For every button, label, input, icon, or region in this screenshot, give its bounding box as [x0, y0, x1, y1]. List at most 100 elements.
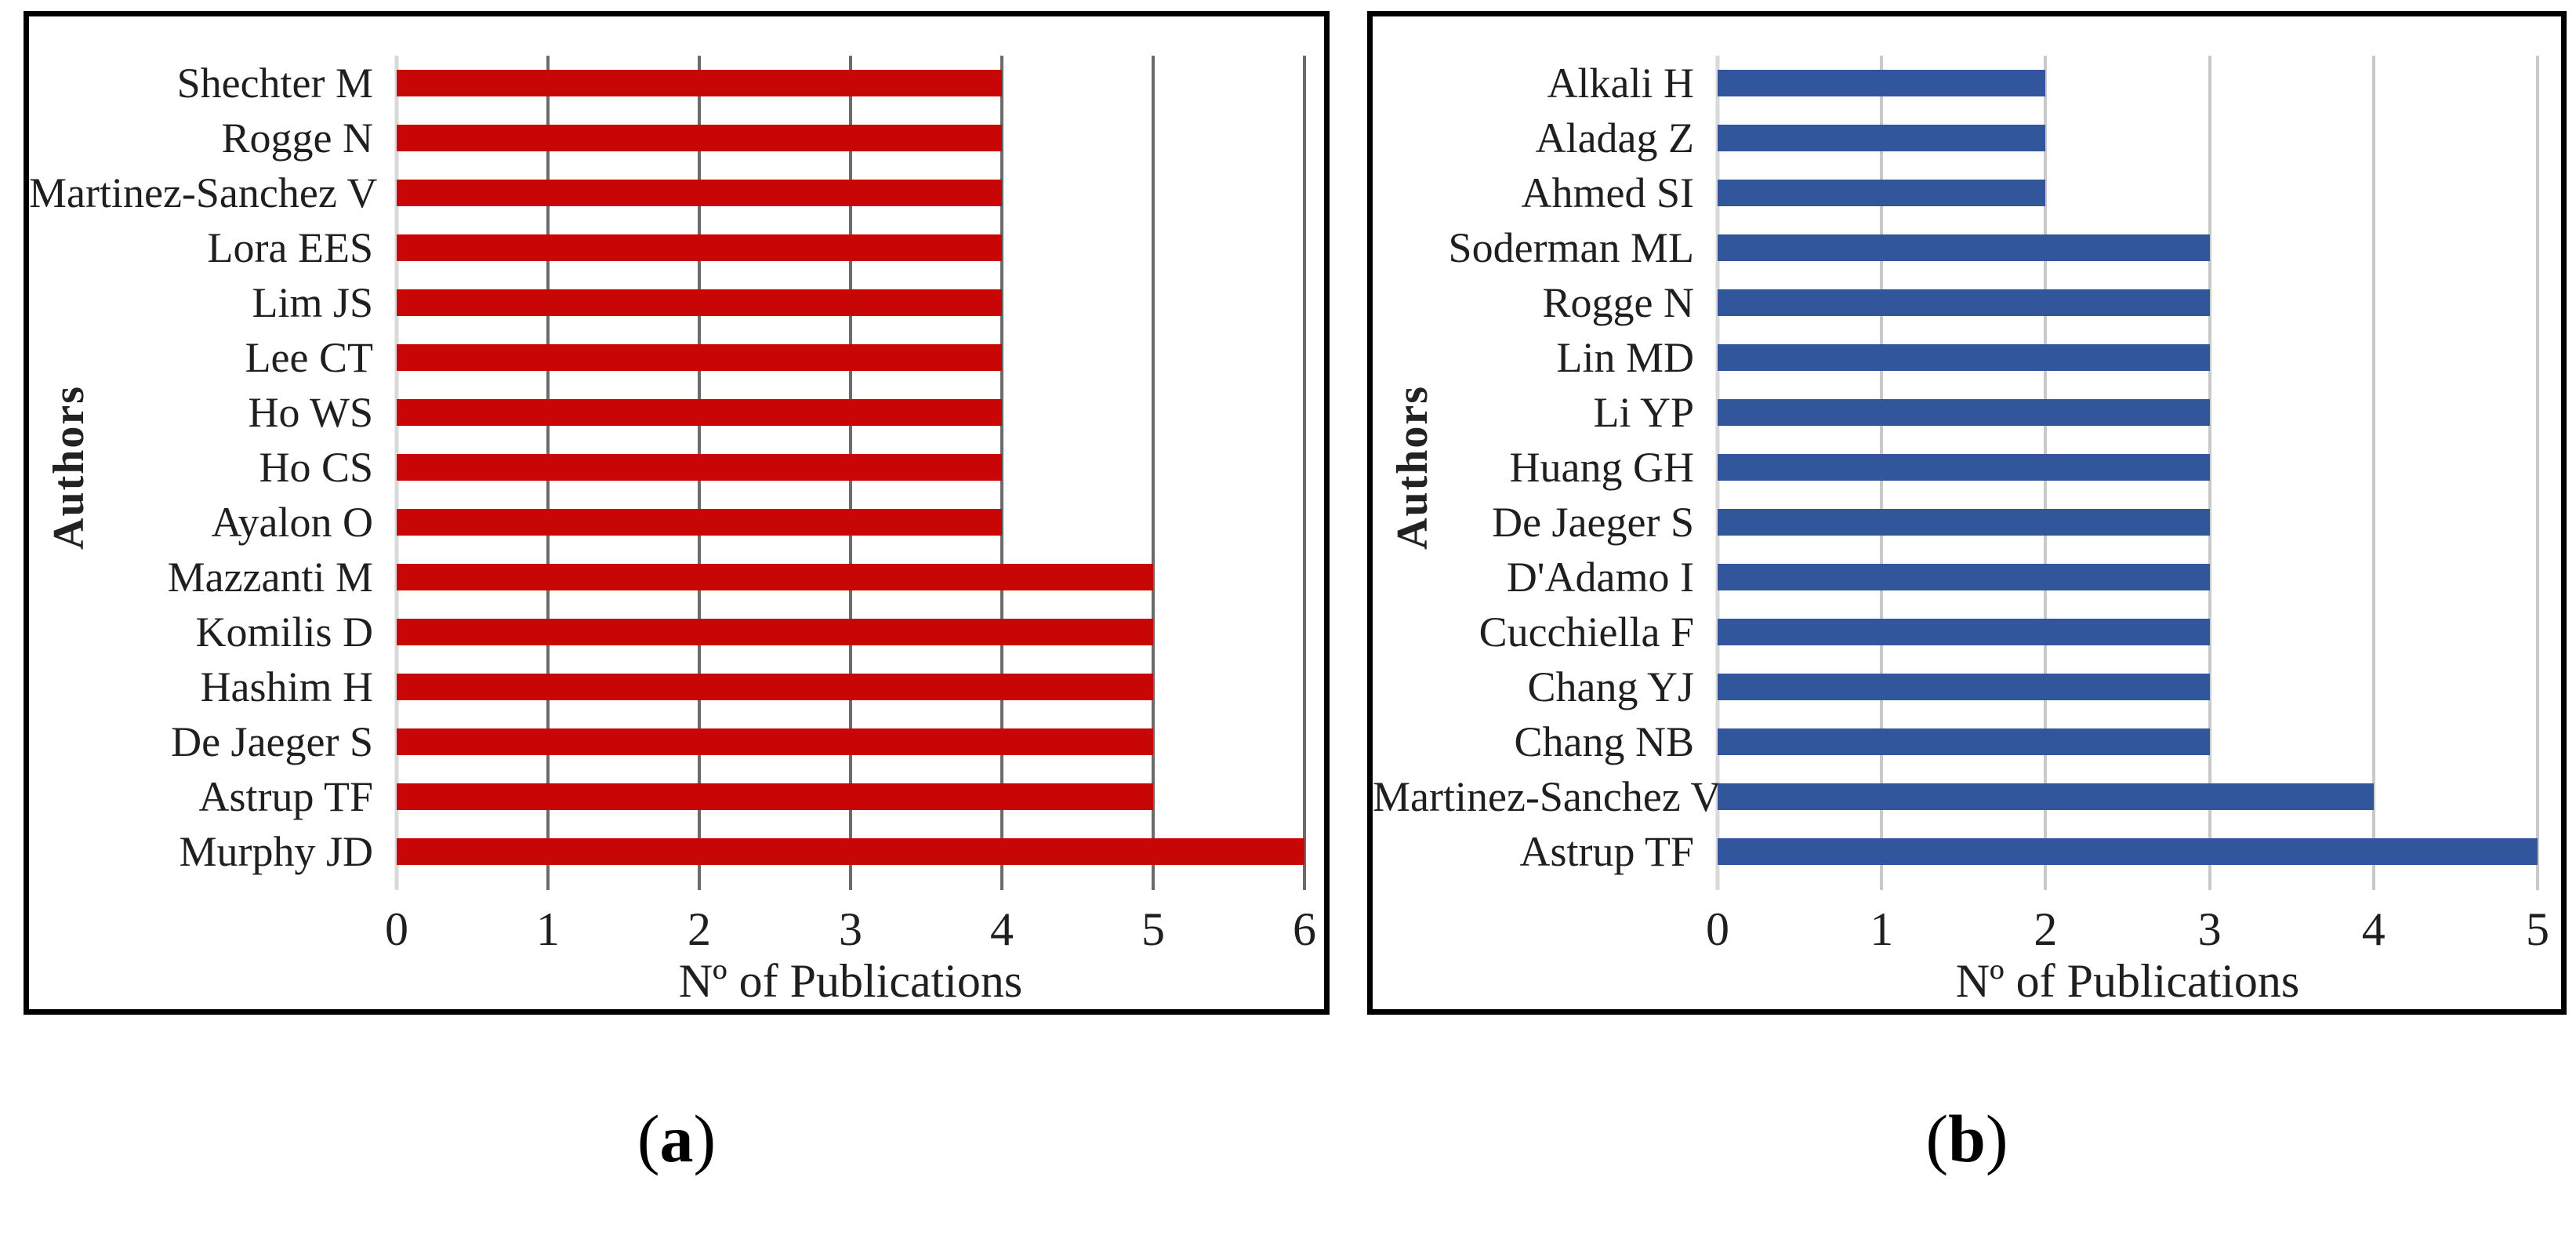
bar	[397, 509, 1002, 536]
bar	[1718, 125, 2046, 151]
caption-open-paren: (	[1925, 1101, 1949, 1176]
x-tick-label: 3	[839, 903, 862, 955]
author-label: Aladag Z	[1535, 114, 1694, 162]
author-label: Rogge N	[1542, 279, 1694, 326]
author-label: Lim JS	[252, 279, 373, 326]
plot-area: Alkali H Aladag Z Ahmed SI Soderman ML Rogge…	[1373, 56, 2539, 890]
bar-row: De Jaeger S	[1492, 495, 2538, 550]
bar-row: Komilis D	[195, 605, 1304, 659]
caption-close-paren: )	[1985, 1101, 2008, 1176]
author-label: Rogge N	[221, 114, 373, 162]
x-tick-label: 4	[990, 903, 1014, 955]
caption-b: (b)	[1367, 1099, 2567, 1193]
bar	[397, 728, 1153, 755]
author-label: Shechter M	[176, 60, 373, 107]
bar-row: Martinez-Sanchez V	[29, 165, 1304, 220]
bar-row: Shechter M	[177, 56, 1304, 111]
bar-row: Ho CS	[259, 440, 1304, 495]
x-tick-label: 3	[2197, 903, 2222, 955]
x-tick-label: 6	[1293, 903, 1316, 955]
bar	[397, 344, 1002, 371]
bar-row: Soderman ML	[1449, 220, 2538, 275]
bar	[397, 674, 1153, 700]
author-label: Chang NB	[1514, 718, 1695, 765]
author-label: Ahmed SI	[1521, 169, 1694, 216]
author-label: Lin MD	[1556, 334, 1695, 381]
bar	[397, 454, 1002, 481]
author-label: Soderman ML	[1448, 224, 1694, 271]
gridline	[2536, 56, 2539, 890]
bar-row: Ahmed SI	[1522, 165, 2538, 220]
bar	[1718, 728, 2210, 755]
gridline	[1303, 56, 1306, 890]
author-label: Chang YJ	[1527, 663, 1695, 710]
bar-row: Martinez-Sanchez V	[1373, 769, 2538, 824]
bar-row: Astrup TF	[1519, 824, 2538, 879]
author-label: Ho CS	[259, 444, 373, 491]
x-tick-label: 2	[2034, 903, 2058, 955]
bar	[397, 180, 1002, 206]
x-tick-label: 5	[2526, 903, 2549, 955]
author-label: Ho WS	[248, 389, 373, 436]
caption-open-paren: (	[637, 1101, 660, 1176]
x-tick-label: 4	[2361, 903, 2386, 955]
author-label: Huang GH	[1509, 444, 1694, 491]
bar-row: Huang GH	[1510, 440, 2538, 495]
bar	[1718, 70, 2046, 96]
x-axis-title: Nº of Publications	[1955, 955, 2300, 1007]
bar	[397, 783, 1153, 810]
bar	[1718, 783, 2374, 810]
author-label: De Jaeger S	[1492, 499, 1694, 546]
x-tick-label: 0	[385, 903, 408, 955]
bar-row: Lin MD	[1557, 330, 2538, 385]
x-axis-title: Nº of Publications	[678, 955, 1023, 1007]
x-tick-label: 1	[1870, 903, 1894, 955]
bar	[1718, 234, 2210, 261]
bar-row: Aladag Z	[1536, 111, 2538, 165]
bar	[397, 399, 1002, 426]
bar-row: Chang YJ	[1528, 659, 2538, 714]
author-label: Mazzanti M	[167, 554, 373, 601]
bar-row: De Jaeger S	[171, 714, 1304, 769]
gridline	[2208, 56, 2211, 890]
author-label: Li YP	[1593, 389, 1694, 436]
bar	[397, 619, 1153, 645]
author-label: De Jaeger S	[171, 718, 373, 765]
bar	[397, 70, 1002, 96]
bar-row: Murphy JD	[179, 824, 1304, 879]
bar-row: Li YP	[1593, 385, 2538, 440]
bar	[1718, 454, 2210, 481]
caption-a: (a)	[24, 1099, 1330, 1193]
bar	[397, 289, 1002, 316]
author-label: Lora EES	[207, 224, 373, 271]
x-tick-label: 0	[1706, 903, 1729, 955]
author-label: Lee CT	[245, 334, 373, 381]
bar-row: Lee CT	[245, 330, 1304, 385]
bar	[397, 234, 1002, 261]
author-label: Martinez-Sanchez V	[29, 169, 378, 216]
bar-row: Ho WS	[248, 385, 1304, 440]
author-label: D'Adamo I	[1506, 554, 1694, 601]
bar	[1718, 180, 2046, 206]
x-axis-ticks: 0 1 2 3 4 5	[1706, 895, 2549, 955]
gridline	[1000, 56, 1003, 890]
bar	[1718, 509, 2210, 536]
bar-row: D'Adamo I	[1507, 550, 2538, 605]
bar	[1718, 674, 2210, 700]
bar	[397, 564, 1153, 590]
chart-panel-a: Authors Shechter M Rogge N Martinez-Sanche…	[24, 11, 1330, 1015]
author-label: Hashim H	[200, 663, 373, 710]
gridline	[1152, 56, 1155, 890]
author-label: Alkali H	[1547, 60, 1694, 107]
bar-row: Alkali H	[1547, 56, 2538, 111]
bar-row: Lora EES	[208, 220, 1304, 275]
bar-row: Hashim H	[201, 659, 1304, 714]
bar-row: Ayalon O	[211, 495, 1304, 550]
bar-rows: Shechter M Rogge N Martinez-Sanchez V Lora …	[29, 56, 1304, 879]
author-label: Komilis D	[195, 609, 373, 656]
bar	[1718, 564, 2210, 590]
x-tick-label: 1	[536, 903, 560, 955]
author-label: Ayalon O	[211, 499, 373, 546]
bar	[1718, 289, 2210, 316]
